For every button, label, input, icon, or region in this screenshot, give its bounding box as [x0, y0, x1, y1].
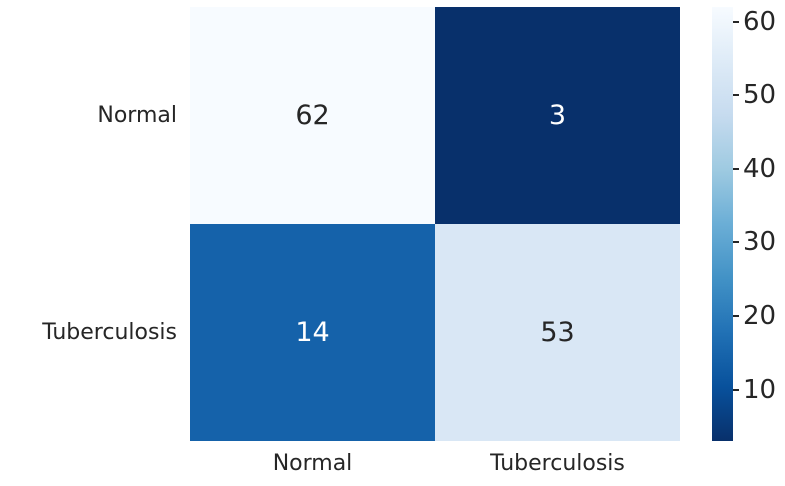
tick-mark-icon — [733, 388, 739, 391]
colorbar-tick: 20 — [733, 303, 776, 329]
heatmap-cell-normal-normal: 62 — [190, 7, 435, 224]
cell-annotation: 53 — [540, 317, 575, 348]
colorbar-tick: 50 — [733, 82, 776, 108]
colorbar-tick-label: 10 — [743, 374, 777, 405]
x-tick-label-tuberculosis: Tuberculosis — [490, 451, 625, 476]
heatmap-cell-tuberculosis-normal: 14 — [190, 224, 435, 441]
colorbar-tick: 60 — [733, 9, 776, 35]
colorbar — [712, 7, 733, 441]
cell-annotation: 62 — [295, 100, 330, 131]
tick-mark-icon — [733, 20, 739, 23]
colorbar-tick-label: 20 — [743, 300, 777, 331]
colorbar-tick-label: 40 — [743, 153, 777, 184]
heatmap-grid: 62 3 14 53 — [190, 7, 680, 441]
colorbar-tick-label: 50 — [743, 80, 777, 111]
tick-mark-icon — [733, 314, 739, 317]
x-tick-label-normal: Normal — [272, 451, 353, 476]
colorbar-tick: 30 — [733, 229, 776, 255]
colorbar-tick-label: 30 — [743, 227, 777, 258]
heatmap-cell-normal-tuberculosis: 3 — [435, 7, 680, 224]
y-tick-label-tuberculosis: Tuberculosis — [42, 320, 177, 345]
cell-annotation: 14 — [295, 317, 330, 348]
tick-mark-icon — [733, 94, 739, 97]
cell-annotation: 3 — [548, 100, 567, 131]
y-tick-label-normal: Normal — [97, 103, 177, 128]
heatmap-cell-tuberculosis-tuberculosis: 53 — [435, 224, 680, 441]
colorbar-tick: 40 — [733, 156, 776, 182]
tick-mark-icon — [733, 241, 739, 244]
tick-mark-icon — [733, 167, 739, 170]
colorbar-tick-label: 60 — [743, 6, 777, 37]
colorbar-tick: 10 — [733, 377, 776, 403]
